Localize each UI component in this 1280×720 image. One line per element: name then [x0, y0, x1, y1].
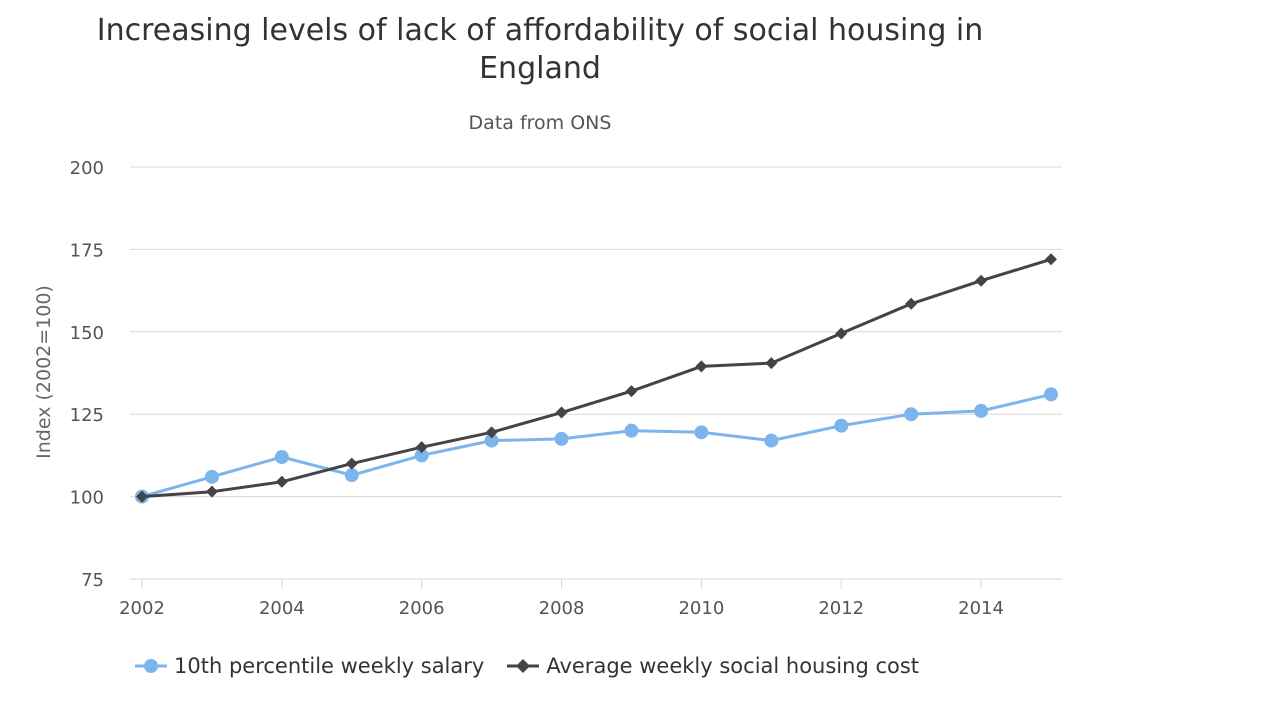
data-point[interactable]	[415, 441, 428, 454]
data-point[interactable]	[625, 385, 638, 398]
y-tick-label: 200	[70, 158, 104, 179]
x-tick-label: 2008	[539, 598, 585, 619]
data-point[interactable]	[834, 418, 849, 433]
data-point[interactable]	[344, 468, 359, 483]
series-line	[141, 392, 1052, 499]
series-layer	[135, 253, 1058, 504]
data-point[interactable]	[555, 406, 568, 419]
data-point[interactable]	[974, 403, 989, 418]
legend-symbol-circle	[135, 659, 167, 673]
series-housing-cost	[136, 253, 1057, 503]
y-tick-label: 100	[70, 488, 104, 509]
data-point[interactable]	[414, 448, 429, 463]
data-point[interactable]	[694, 425, 709, 440]
x-tick-label: 2010	[678, 598, 724, 619]
data-point[interactable]	[274, 450, 289, 465]
x-tick-label: 2014	[958, 598, 1004, 619]
data-point[interactable]	[205, 485, 218, 498]
data-point[interactable]	[624, 423, 639, 438]
legend-item-salary[interactable]: 10th percentile weekly salary	[134, 654, 484, 678]
legend-label-salary: 10th percentile weekly salary	[174, 654, 485, 678]
data-point[interactable]	[1045, 253, 1057, 266]
x-tick-label: 2002	[119, 598, 165, 619]
data-point[interactable]	[695, 360, 708, 373]
legend: 10th percentile weekly salary Average we…	[134, 652, 941, 680]
data-point[interactable]	[764, 433, 779, 448]
data-point[interactable]	[1044, 387, 1058, 402]
data-point[interactable]	[275, 475, 288, 488]
data-point[interactable]	[905, 297, 918, 310]
data-point[interactable]	[204, 469, 219, 484]
data-point[interactable]	[554, 431, 569, 446]
legend-symbol-diamond	[507, 659, 540, 673]
legend-item-housing-cost[interactable]: Average weekly social housing cost	[506, 654, 919, 678]
data-point[interactable]	[904, 407, 919, 422]
y-axis-label: Index (2002=100)	[33, 285, 55, 459]
series-line	[141, 257, 1052, 499]
legend-label-housing-cost: Average weekly social housing cost	[546, 654, 920, 678]
chart-title-line-2: England	[479, 51, 601, 86]
y-tick-label: 125	[70, 405, 104, 426]
y-tick-label: 75	[81, 570, 104, 591]
data-point[interactable]	[485, 426, 498, 439]
x-tick-label: 2012	[818, 598, 864, 619]
y-tick-label: 150	[70, 323, 104, 344]
axes: 75 100 125 150 175 200 2002 2004 2006 2008 2010 201…	[70, 158, 1004, 619]
y-tick-label: 175	[70, 240, 104, 261]
chart-title: Increasing levels of lack of affordabili…	[0, 12, 1080, 88]
data-point[interactable]	[975, 274, 988, 287]
x-tick-label: 2004	[259, 598, 305, 619]
chart-subtitle: Data from ONS	[468, 112, 612, 134]
chart-title-line-1: Increasing levels of lack of affordabili…	[96, 13, 984, 48]
series-salary	[135, 387, 1058, 504]
grid-lines	[130, 166, 1062, 580]
data-point[interactable]	[484, 433, 499, 448]
data-point[interactable]	[765, 357, 778, 370]
data-point[interactable]	[345, 457, 358, 470]
data-point[interactable]	[835, 327, 848, 340]
x-tick-label: 2006	[399, 598, 445, 619]
data-point[interactable]	[136, 490, 148, 503]
